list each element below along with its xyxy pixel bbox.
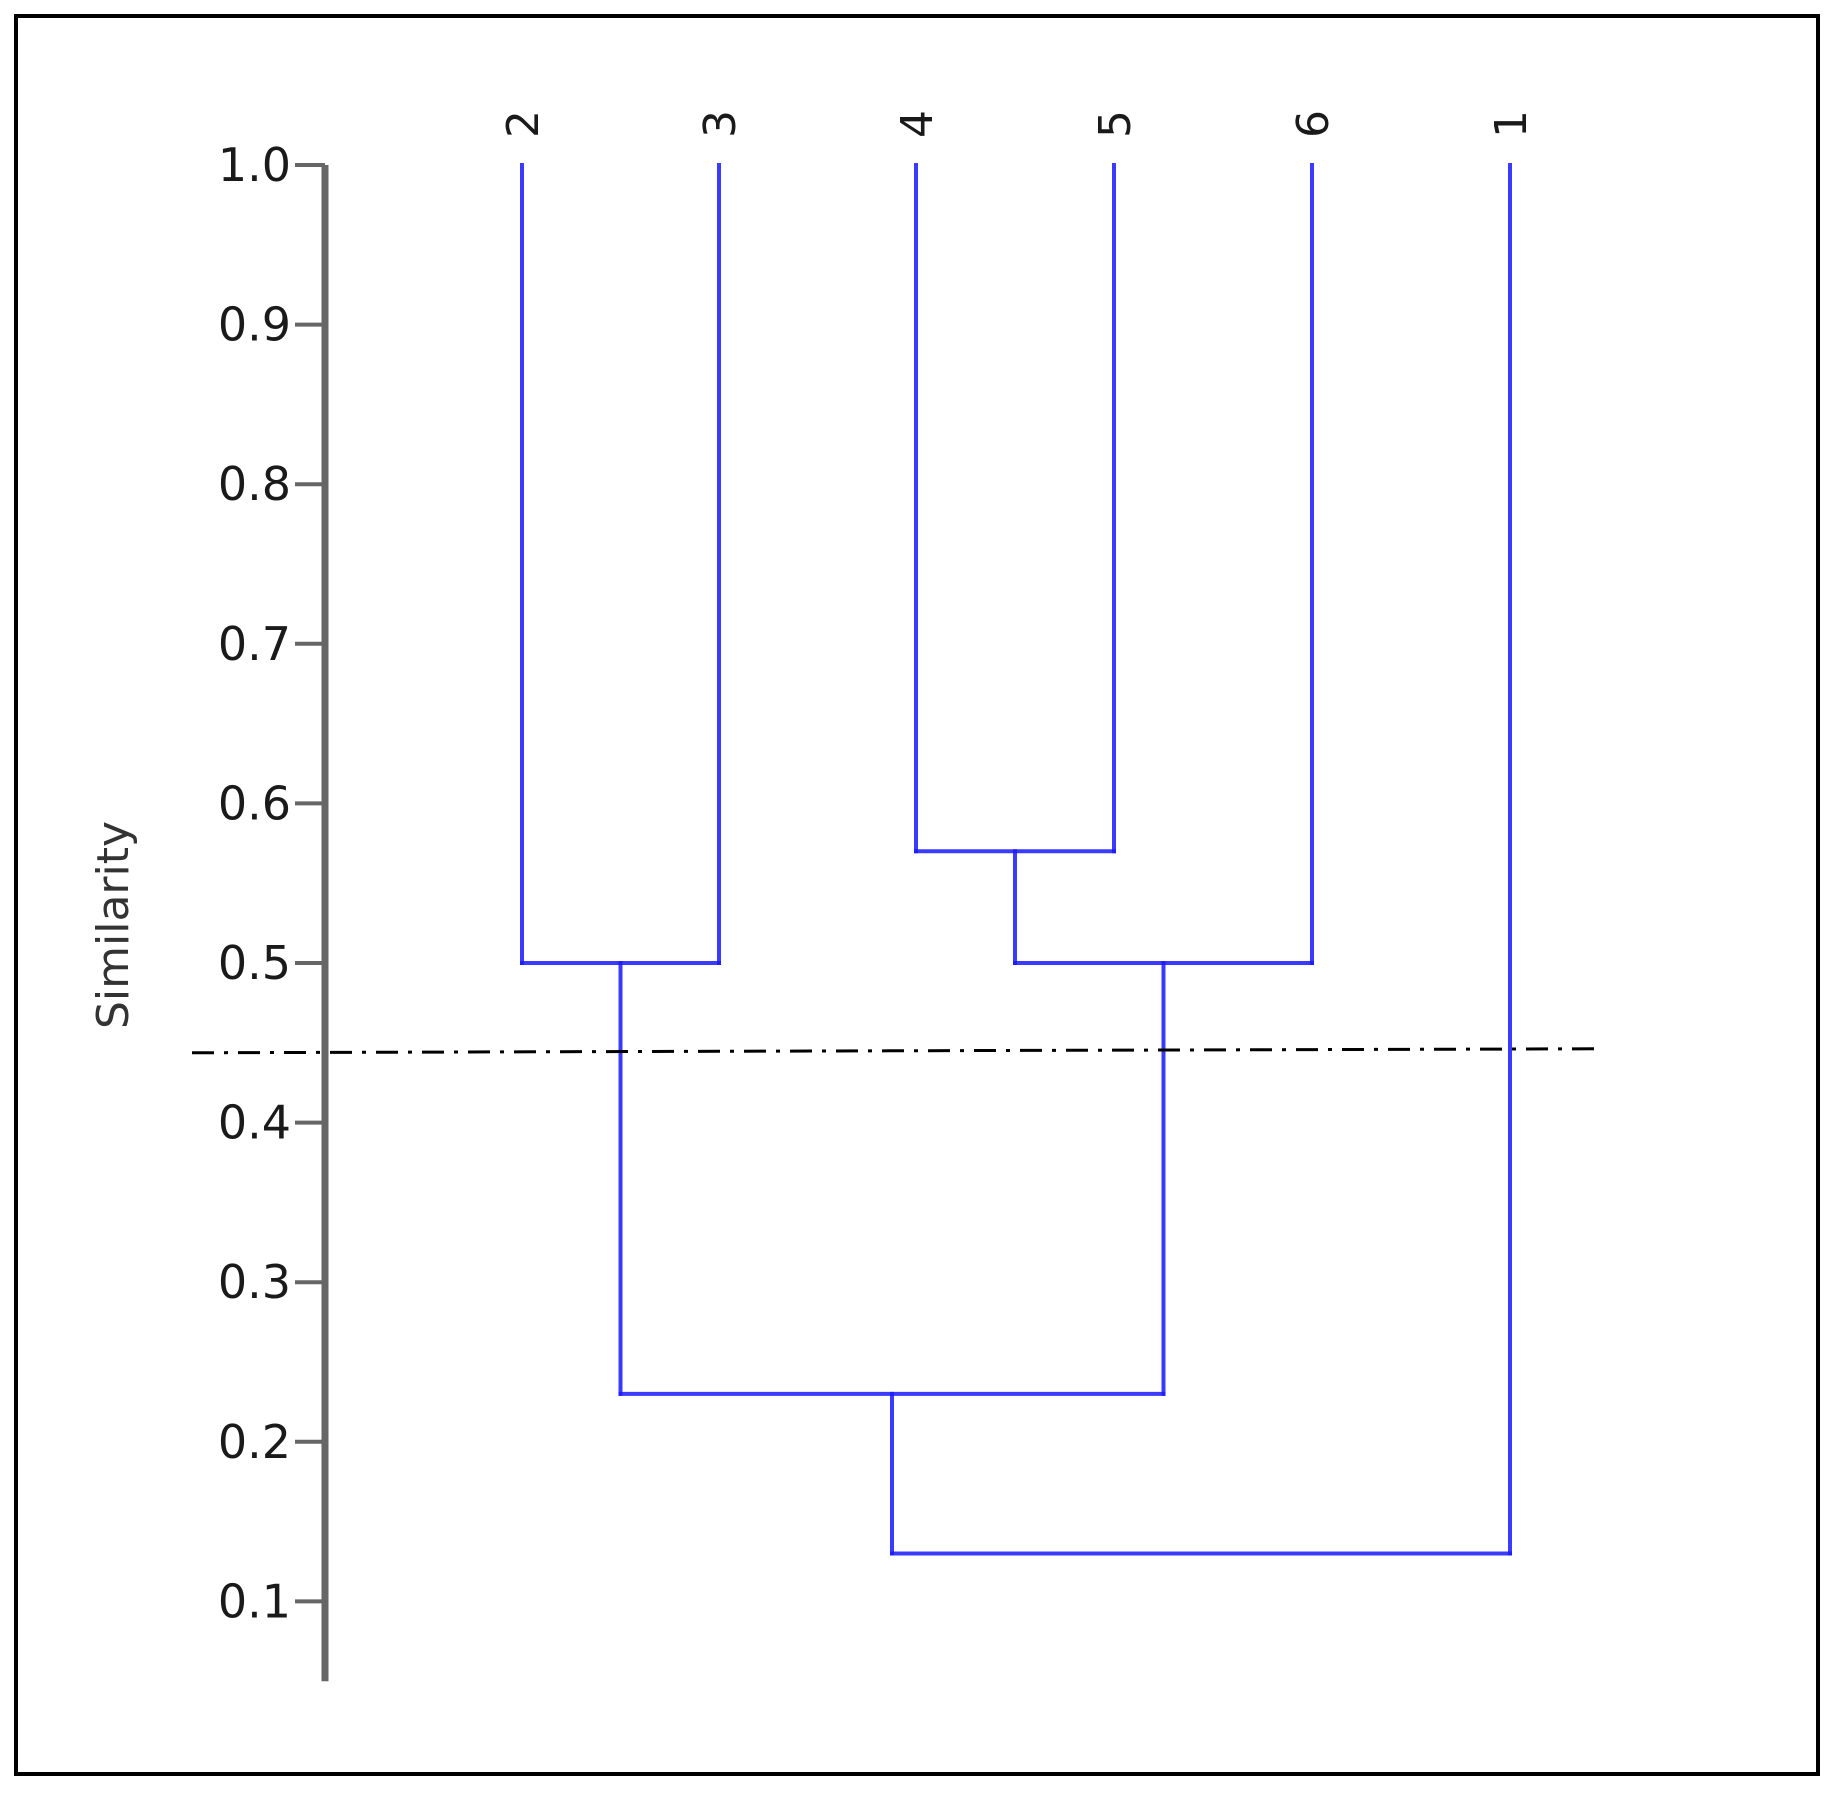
- y-tick-label: 0.2: [218, 1415, 291, 1469]
- y-tick-label: 0.4: [218, 1096, 291, 1150]
- cutoff-line: [191, 1047, 1603, 1055]
- y-tick-label: 0.6: [218, 776, 291, 830]
- y-tick-label: 0.7: [218, 617, 291, 671]
- y-tick-label: 0.5: [218, 936, 291, 990]
- y-axis-label: Similarity: [88, 821, 139, 1029]
- dendrogram-links: [191, 163, 1603, 1556]
- leaf-label: 6: [1288, 110, 1339, 138]
- y-tick-label: 0.3: [218, 1255, 291, 1309]
- leaf-label: 3: [695, 110, 746, 138]
- leaf-label: 1: [1486, 110, 1537, 138]
- leaf-labels: 2 3 4 5 6 1: [498, 110, 1537, 138]
- leaf-label: 4: [892, 110, 943, 138]
- y-tick-label: 0.8: [218, 457, 291, 511]
- leaf-label: 2: [498, 110, 549, 138]
- leaf-label: 5: [1090, 110, 1141, 138]
- y-tick-label: 0.9: [218, 298, 291, 352]
- y-axis: 1.0 0.9 0.8 0.7 0.6 0.5 0.4 0.3 0.2 0.1: [218, 138, 329, 1682]
- y-tick-label: 1.0: [218, 138, 291, 192]
- y-tick-label: 0.1: [218, 1574, 291, 1628]
